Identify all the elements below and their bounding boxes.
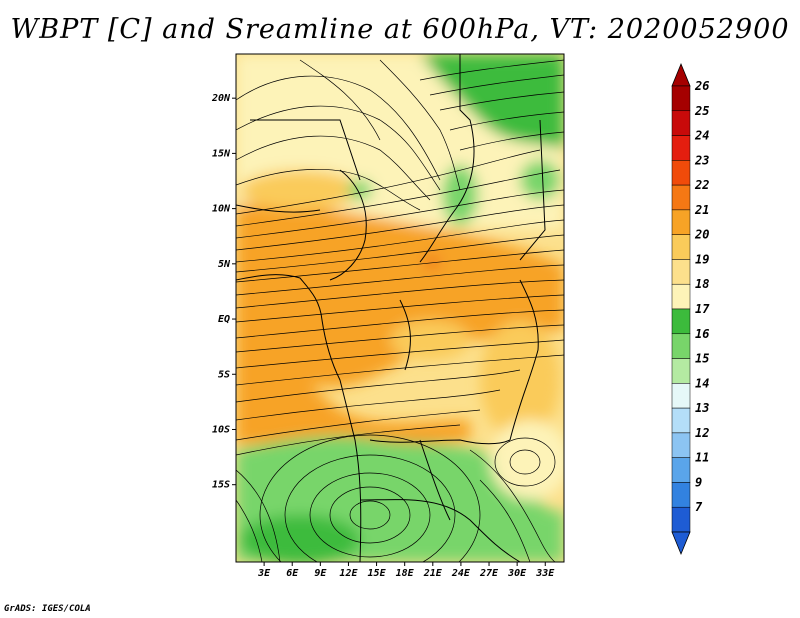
colorbar-label: 9 — [695, 475, 702, 489]
colorbar-swatch — [671, 85, 691, 112]
country-borders — [236, 54, 546, 562]
map-title: WBPT [C] and Sreamline at 600hPa, VT: 20… — [10, 14, 790, 45]
lat-tick-label: 20N — [211, 93, 231, 104]
map-frame — [235, 53, 565, 563]
lon-tick-label: 27E — [479, 568, 499, 579]
colorbar-swatch — [671, 432, 691, 458]
colorbar-swatch — [671, 457, 691, 483]
lat-tick-label: 15S — [212, 480, 230, 491]
colorbar-label: 26 — [694, 79, 709, 93]
colorbar-swatch — [671, 135, 691, 161]
colorbar-swatch — [671, 506, 691, 533]
lon-tick-label: 3E — [257, 568, 271, 579]
lon-tick-label: 33E — [535, 568, 555, 579]
lon-tick-label: 15E — [368, 568, 387, 579]
colorbar-label: 17 — [695, 302, 710, 316]
colorbar-label: 19 — [695, 252, 709, 266]
colorbar-label: 14 — [695, 376, 709, 390]
colorbar-swatch — [671, 308, 691, 335]
lon-tick-label: 6E — [286, 568, 299, 579]
colorbar-label: 15 — [695, 352, 709, 366]
colorbar-swatch — [671, 482, 691, 508]
colorbar-swatch — [671, 358, 691, 384]
colorbar-label: 22 — [694, 178, 709, 192]
colorbar-swatch — [671, 209, 691, 235]
colorbar-label: 20 — [694, 228, 709, 242]
colorbar-swatch — [671, 234, 691, 260]
colorbar-label: 24 — [694, 129, 709, 143]
colorbar-label: 25 — [694, 104, 709, 118]
streamlines — [236, 59, 564, 562]
latitude-axis: 20N 15N 10N 5N EQ 5S 10S 15S — [211, 93, 236, 491]
lat-tick-label: 15N — [212, 148, 231, 159]
lon-tick-label: 21E — [423, 568, 443, 579]
colorbar-label: 11 — [695, 451, 709, 465]
colorbar-swatch — [671, 259, 691, 285]
colorbar-label: 16 — [695, 327, 709, 341]
lon-tick-label: 9E — [314, 568, 327, 579]
map-panel — [236, 54, 564, 562]
wbpt-shading — [236, 54, 564, 562]
colorbar-swatch — [671, 407, 691, 434]
colorbar-label: 7 — [695, 500, 703, 514]
colorbar-label: 21 — [694, 203, 709, 217]
colorbar-swatch — [671, 283, 691, 310]
colorbar-label: 12 — [695, 426, 709, 440]
colorbar-max-arrow — [671, 62, 691, 87]
colorbar-label: 18 — [695, 277, 709, 291]
colorbar-swatch — [671, 160, 691, 186]
lat-tick-label: 5S — [218, 369, 230, 380]
lon-tick-label: 30E — [507, 568, 527, 579]
colorbar-min-arrow — [671, 531, 691, 556]
colorbar: 26 25 24 23 22 21 20 19 18 17 16 15 14 13 12 11 9 7 — [671, 62, 710, 556]
colorbar-swatch — [671, 383, 691, 409]
lon-tick-label: 18E — [396, 568, 415, 579]
colorbar-label: 13 — [695, 401, 709, 415]
colorbar-swatch — [671, 333, 691, 359]
longitude-axis: 3E 6E 9E 12E 15E 18E 21E 24E 27E 30E 33E — [257, 562, 555, 579]
colorbar-swatch — [671, 110, 691, 136]
colorbar-label: 23 — [694, 153, 709, 167]
lat-tick-label: 10S — [212, 424, 230, 435]
grads-credit: GrADS: IGES/COLA — [4, 604, 91, 614]
lat-tick-label: 10N — [212, 204, 231, 215]
lat-tick-label: EQ — [218, 314, 230, 325]
lon-tick-label: 12E — [339, 568, 358, 579]
lon-tick-label: 24E — [451, 568, 471, 579]
lat-tick-label: 5N — [218, 259, 231, 270]
colorbar-swatch — [671, 184, 691, 211]
